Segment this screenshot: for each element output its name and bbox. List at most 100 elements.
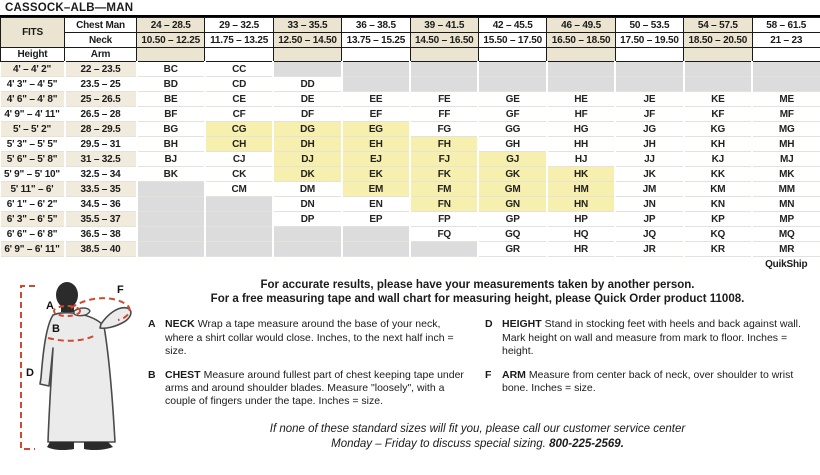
size-code-cell: JM (614, 181, 684, 197)
size-table: FITS Chest Man 24 – 28.5 29 – 32.5 33 – 35… (0, 17, 820, 273)
neck-range-cell: 14.50 – 16.50 (409, 32, 479, 48)
fits-label: FITS (0, 17, 65, 48)
table-row: 6' 3" – 6' 5" 35.5 – 37 DP EP FP GP HP JP KP MP (0, 211, 820, 227)
size-code-cell: JH (614, 136, 684, 152)
height-range-cell: 4' 3" – 4' 5" (0, 76, 65, 92)
unavailable-cell (477, 61, 547, 77)
size-code-cell: GR (477, 241, 547, 257)
size-code-cell: CK (203, 166, 274, 182)
size-code-cell: HG (545, 121, 616, 137)
size-code-cell: DM (272, 181, 342, 197)
size-code-cell: DN (272, 196, 342, 212)
size-code-cell: KM (682, 181, 753, 197)
size-code-cell: EN (340, 196, 411, 212)
size-code-cell: GF (477, 106, 547, 122)
chest-range-cell: 58 – 61.5 (751, 17, 820, 33)
definition-body: Stand in stocking feet with heels and ba… (502, 318, 801, 358)
footer-line-2: Monday – Friday to discuss special sizin… (145, 437, 810, 453)
size-code-cell: EH (340, 136, 411, 152)
arm-range-cell: 35.5 – 37 (63, 211, 137, 227)
unavailable-cell (340, 241, 411, 257)
figure-label-height: D (26, 367, 34, 379)
head (56, 281, 78, 308)
size-code-cell: JN (614, 196, 684, 212)
arm-range-cell: 29.5 – 31 (63, 136, 137, 152)
table-row: 5' 11" – 6' 33.5 – 35 CM DM EM FM GM HM JM KM MM (0, 181, 820, 197)
size-code-cell: BH (135, 136, 205, 152)
table-row: 6' 6" – 6' 8" 36.5 – 38 FQ GQ HQ JQ KQ MQ (0, 226, 820, 242)
unavailable-cell (340, 226, 411, 242)
arm-range-cell: 32.5 – 34 (63, 166, 137, 182)
arm-range-cell: 22 – 23.5 (63, 61, 137, 77)
definition-letter: A (148, 318, 156, 331)
size-code-cell: MQ (751, 226, 820, 242)
size-code-cell: GK (477, 166, 547, 182)
arm-range-cell: 33.5 – 35 (63, 181, 137, 197)
arm-range-cell: 26.5 – 28 (63, 106, 137, 122)
arm-range-cell: 31 – 32.5 (63, 151, 137, 167)
height-range-cell: 5' – 5' 2" (0, 121, 65, 137)
table-row: 5' 9" – 5' 10" 32.5 – 34 BK CK DK EK FK GK HK JK K… (0, 166, 820, 182)
height-range-cell: 6' 1" – 6' 2" (0, 196, 65, 212)
size-code-cell: CJ (203, 151, 274, 167)
unavailable-cell (135, 181, 205, 197)
size-code-cell: GJ (477, 151, 547, 167)
size-code-cell: JE (614, 91, 684, 107)
measurement-definitions: A NECK Wrap a tape measure around the bas… (148, 318, 802, 409)
quikship-row-spacer (0, 256, 753, 273)
definition-term: NECK (165, 318, 195, 331)
chest-range-cell: 46 – 49.5 (546, 17, 616, 33)
size-code-cell: FJ (409, 151, 479, 167)
column-spacer-cell (751, 47, 820, 62)
footer-line-1: If none of these standard sizes will fit… (269, 422, 686, 435)
table-row: 6' 1" – 6' 2" 34.5 – 36 DN EN FN GN HN JN KN MN (0, 196, 820, 212)
size-code-cell: BE (135, 91, 205, 107)
height-range-cell: 5' 11" – 6' (0, 181, 65, 197)
size-code-cell: KN (682, 196, 753, 212)
unavailable-cell (135, 226, 205, 242)
arm-range-cell: 25 – 26.5 (63, 91, 137, 107)
size-code-cell: FK (409, 166, 479, 182)
quikship-legend: QuikShip (752, 256, 820, 273)
figure-label-neck: A (46, 300, 54, 312)
definition-letter: F (485, 368, 492, 381)
size-code-cell: CF (203, 106, 274, 122)
column-spacer-cell (341, 47, 411, 62)
neck-range-cell: 15.50 – 17.50 (477, 32, 548, 48)
chest-range-cell: 50 – 53.5 (614, 17, 685, 33)
size-code-cell: EF (340, 106, 411, 122)
size-code-cell: DJ (272, 151, 342, 167)
arm-range-cell: 28 – 29.5 (63, 121, 137, 137)
unavailable-cell (614, 76, 684, 92)
height-range-cell: 4' – 4' 2" (0, 61, 65, 77)
size-code-cell: KK (682, 166, 753, 182)
size-code-cell: GH (477, 136, 547, 152)
figure-label-arm: F (117, 284, 124, 296)
unavailable-cell (203, 211, 274, 227)
arm-range-cell: 36.5 – 38 (63, 226, 137, 242)
table-row: 5' 6" – 5' 8" 31 – 32.5 BJ CJ DJ EJ FJ GJ HJ JJ KJ… (0, 151, 820, 167)
unavailable-cell (751, 76, 820, 92)
size-code-cell: EP (340, 211, 411, 227)
size-code-cell: CE (203, 91, 274, 107)
size-code-cell: FF (409, 106, 479, 122)
column-spacer-cell (683, 47, 753, 62)
definition-arm: F ARM Measure from center back of neck, o… (485, 369, 802, 396)
chest-range-cell: 29 – 32.5 (204, 17, 274, 33)
size-code-cell: CM (203, 181, 274, 197)
right-foot (84, 441, 113, 450)
size-code-cell: MN (751, 196, 820, 212)
page-title: CASSOCK–ALB—MAN (0, 0, 820, 17)
height-range-cell: 5' 6" – 5' 8" (0, 151, 65, 167)
size-code-cell: HM (545, 181, 616, 197)
customer-service-phone: 800-225-2569. (549, 438, 624, 451)
unavailable-cell (203, 241, 274, 257)
definition-height: D HEIGHT Stand in stocking feet with heel… (485, 318, 802, 358)
height-range-cell: 4' 6" – 4' 8" (0, 91, 65, 107)
height-range-cell: 5' 3" – 5' 5" (0, 136, 65, 152)
definition-chest: B CHEST Measure around fullest part of ch… (148, 369, 465, 409)
size-code-cell: MM (751, 181, 820, 197)
definition-letter: B (148, 368, 156, 381)
definition-term: HEIGHT (502, 318, 542, 331)
